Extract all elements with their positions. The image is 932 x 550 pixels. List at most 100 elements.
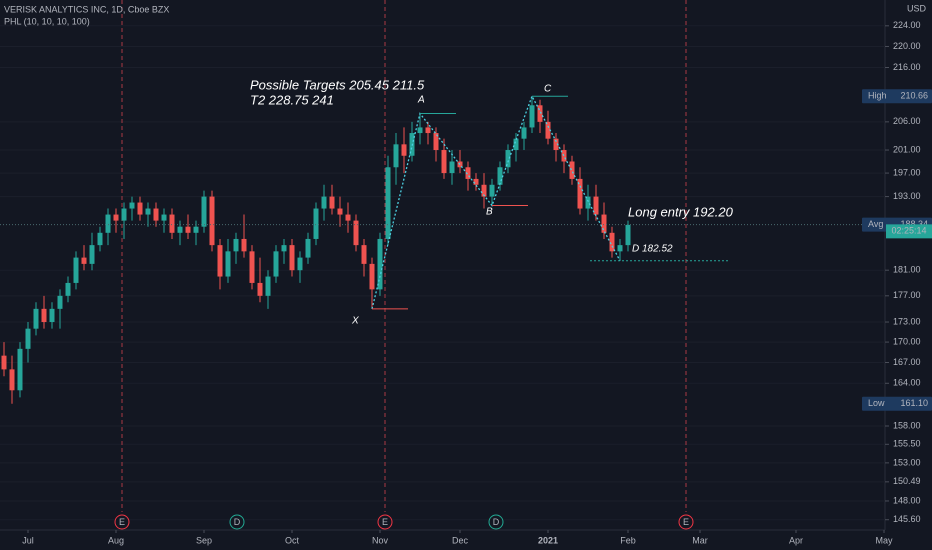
candle-body bbox=[377, 238, 383, 290]
candle-body bbox=[209, 196, 215, 246]
event-label: D bbox=[234, 517, 241, 527]
price-label-value: 188.34 bbox=[900, 219, 928, 229]
price-label-value: 161.10 bbox=[900, 398, 928, 408]
x-tick-label: Oct bbox=[285, 535, 300, 545]
candle-body bbox=[425, 127, 431, 134]
candle-body bbox=[281, 245, 287, 252]
countdown: 02:25:14 bbox=[891, 226, 926, 236]
price-label-value: 210.66 bbox=[900, 91, 928, 101]
y-tick-label: 155.50 bbox=[893, 439, 921, 449]
candle-body bbox=[113, 214, 119, 221]
event-label: E bbox=[119, 517, 125, 527]
candle-body bbox=[257, 282, 263, 296]
x-tick-label: Feb bbox=[620, 535, 636, 545]
y-tick-label: 193.00 bbox=[893, 191, 921, 201]
candle-body bbox=[537, 105, 543, 122]
event-marker bbox=[377, 514, 393, 530]
candle-body bbox=[465, 167, 471, 179]
x-tick-label: Nov bbox=[372, 535, 389, 545]
y-tick-label: 197.00 bbox=[893, 167, 921, 177]
y-tick-label: 216.00 bbox=[893, 62, 921, 72]
candle-body bbox=[393, 144, 399, 168]
price-label-name: High bbox=[868, 91, 887, 101]
y-tick-label: 201.00 bbox=[893, 144, 921, 154]
candle-body bbox=[577, 178, 583, 209]
candle-body bbox=[385, 167, 391, 239]
candle-body bbox=[337, 208, 343, 215]
candle-body bbox=[505, 150, 511, 168]
y-tick-label: 150.49 bbox=[893, 476, 921, 486]
candle-body bbox=[297, 257, 303, 271]
y-tick-label: 177.00 bbox=[893, 290, 921, 300]
event-marker bbox=[488, 514, 504, 530]
y-tick-label: 148.00 bbox=[893, 495, 921, 505]
chart-title: VERISK ANALYTICS INC, 1D, Cboe BZX bbox=[4, 4, 169, 14]
candle-body bbox=[529, 105, 535, 128]
candle-body bbox=[9, 369, 15, 391]
candle-body bbox=[497, 167, 503, 185]
candle-body bbox=[233, 238, 239, 252]
candle-body bbox=[305, 238, 311, 258]
x-tick-label: Sep bbox=[196, 535, 212, 545]
price-label-name: Low bbox=[868, 398, 885, 408]
candle-body bbox=[609, 232, 615, 252]
y-tick-label: 167.00 bbox=[893, 357, 921, 367]
grid bbox=[121, 0, 687, 512]
candle-body bbox=[433, 133, 439, 151]
overlay: Possible Targets 205.45 211.5T2 228.75 2… bbox=[0, 77, 885, 327]
x-tick-label: Mar bbox=[692, 535, 708, 545]
candle-body bbox=[169, 214, 175, 233]
candle-body bbox=[81, 257, 87, 264]
candle-body bbox=[345, 214, 351, 221]
candle-body bbox=[225, 251, 231, 277]
candle-body bbox=[449, 161, 455, 174]
candle-body bbox=[473, 178, 479, 185]
candle-body bbox=[569, 161, 575, 179]
candle-body bbox=[593, 196, 599, 215]
candle-body bbox=[177, 226, 183, 233]
annotation: D 182.52 bbox=[632, 244, 673, 255]
candle-body bbox=[313, 208, 319, 239]
candle-body bbox=[369, 263, 375, 290]
currency: USD bbox=[907, 3, 927, 13]
annotation: C bbox=[544, 84, 552, 95]
plot bbox=[1, 96, 631, 404]
x-tick-label: Aug bbox=[108, 535, 124, 545]
y-tick-label: 220.00 bbox=[893, 41, 921, 51]
annotation: Long entry 192.20 bbox=[628, 204, 734, 219]
candle-body bbox=[241, 238, 247, 252]
x-tick-label: May bbox=[875, 535, 893, 545]
candle-body bbox=[57, 295, 63, 309]
event-marker bbox=[229, 514, 245, 530]
candle-body bbox=[361, 245, 367, 264]
y-tick-label: 145.60 bbox=[893, 514, 921, 524]
candle-body bbox=[161, 214, 167, 221]
candle-body bbox=[49, 308, 55, 323]
candle-body bbox=[193, 226, 199, 233]
y-tick-label: 164.00 bbox=[893, 378, 921, 388]
event-marker bbox=[678, 514, 694, 530]
candle-body bbox=[617, 245, 623, 252]
candle-body bbox=[145, 208, 151, 215]
candle-body bbox=[185, 226, 191, 233]
candle-body bbox=[417, 127, 423, 134]
candle-body bbox=[321, 196, 327, 209]
candle-body bbox=[217, 245, 223, 277]
x-tick-label: Apr bbox=[789, 535, 803, 545]
candle-body bbox=[329, 196, 335, 209]
last-price-box bbox=[886, 224, 932, 239]
annotation: B bbox=[486, 207, 493, 218]
candle-body bbox=[153, 208, 159, 221]
candle-body bbox=[585, 196, 591, 209]
candle-body bbox=[441, 150, 447, 174]
candle-body bbox=[625, 224, 631, 246]
annotation: X bbox=[351, 316, 359, 327]
candle-body bbox=[521, 127, 527, 139]
candle-body bbox=[105, 214, 111, 233]
event-label: E bbox=[683, 517, 689, 527]
price-label-box bbox=[862, 89, 932, 104]
candle-body bbox=[129, 202, 135, 209]
candle-body bbox=[481, 184, 487, 197]
